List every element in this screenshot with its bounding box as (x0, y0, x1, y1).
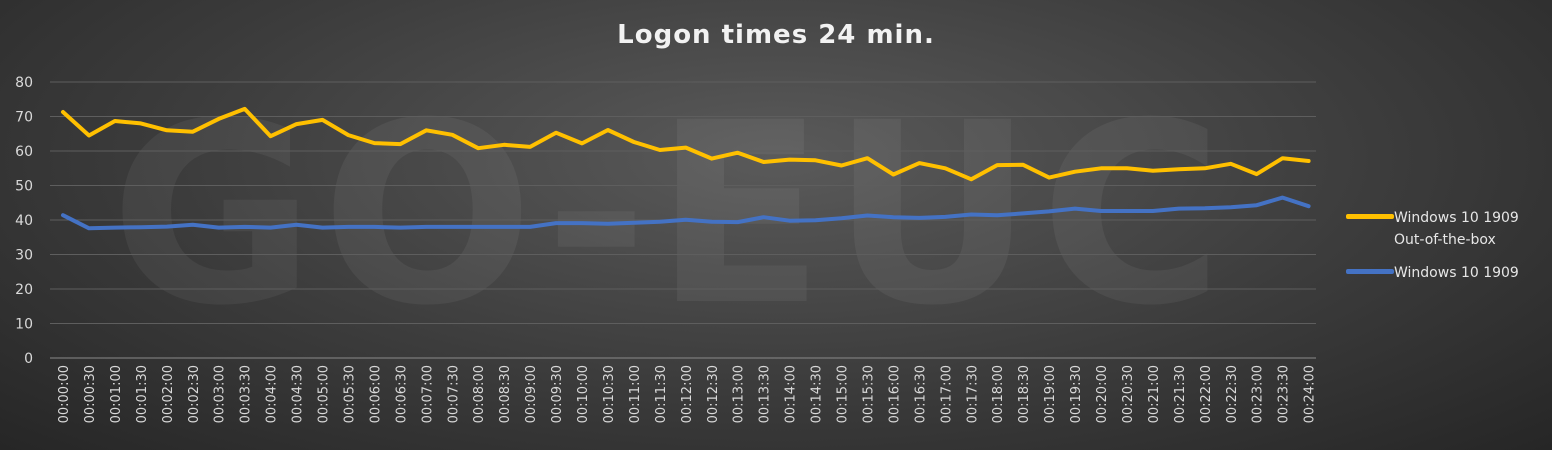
y-tick-label: 50 (15, 179, 33, 195)
x-tick-label: 00:16:30 (913, 365, 928, 423)
x-tick-label: 00:14:30 (810, 365, 825, 423)
x-tick-label: 00:15:00 (836, 365, 851, 423)
y-tick-label: 20 (15, 282, 33, 298)
x-tick-label: 00:09:30 (550, 365, 565, 423)
x-tick-label: 00:06:00 (368, 365, 383, 423)
x-tick-label: 00:13:00 (732, 365, 747, 423)
chart-title: Logon times 24 min. (617, 20, 935, 50)
x-tick-label: 00:09:00 (524, 365, 539, 423)
series-line-out-of-the-box (61, 106, 1311, 182)
x-tick-label: 00:10:00 (576, 365, 591, 423)
y-tick-label: 0 (24, 351, 33, 367)
y-tick-label: 30 (15, 248, 33, 264)
series-line-windows-10-1909 (61, 195, 1311, 231)
x-tick-label: 00:13:30 (758, 365, 773, 423)
x-tick-label: 00:20:00 (1095, 365, 1110, 423)
x-tick-label: 00:05:00 (317, 365, 332, 423)
x-tick-label: 00:00:30 (83, 365, 98, 423)
x-tick-label: 00:20:30 (1121, 365, 1136, 423)
x-tick-label: 00:21:30 (1173, 365, 1188, 423)
x-tick-label: 00:08:30 (498, 365, 513, 423)
x-tick-label: 00:04:00 (265, 365, 280, 423)
legend-label-out-of-the-box: Windows 10 1909 Out-of-the-box (1394, 210, 1519, 248)
go-euc-watermark: GO-EUC (110, 69, 1230, 360)
x-tick-label: 00:24:00 (1303, 365, 1318, 423)
x-tick-label: 00:12:30 (706, 365, 721, 423)
x-tick-label: 00:10:30 (602, 365, 617, 423)
x-tick-label: 00:21:00 (1147, 365, 1162, 423)
y-tick-label: 60 (15, 144, 33, 160)
x-tick-label: 00:12:00 (680, 365, 695, 423)
x-tick-label: 00:19:30 (1069, 365, 1084, 423)
x-tick-label: 00:01:00 (109, 365, 124, 423)
x-tick-label: 00:18:00 (991, 365, 1006, 423)
legend-label-windows-10-1909: Windows 10 1909 (1394, 265, 1519, 281)
x-tick-label: 00:02:00 (161, 365, 176, 423)
x-tick-label: 00:18:30 (1017, 365, 1032, 423)
legend-item-windows-10-1909: Windows 10 1909 (1346, 262, 1519, 284)
x-tick-label: 00:06:30 (394, 365, 409, 423)
x-tick-label: 00:03:00 (213, 365, 228, 423)
y-tick-label: 40 (15, 213, 33, 229)
x-tick-label: 00:08:00 (472, 365, 487, 423)
x-tick-label: 00:03:30 (239, 365, 254, 423)
legend-swatch-out-of-the-box (1346, 214, 1394, 219)
x-tick-label: 00:23:00 (1251, 365, 1266, 423)
y-tick-label: 10 (15, 317, 33, 333)
x-tick-label: 00:07:00 (420, 365, 435, 423)
x-tick-label: 00:22:00 (1199, 365, 1214, 423)
y-tick-label: 80 (15, 75, 33, 91)
legend-swatch-windows-10-1909 (1346, 269, 1394, 274)
x-tick-label: 00:01:30 (135, 365, 150, 423)
x-tick-label: 00:02:30 (187, 365, 202, 423)
x-tick-label: 00:07:30 (446, 365, 461, 423)
legend-item-out-of-the-box: Windows 10 1909 Out-of-the-box (1346, 207, 1519, 251)
x-tick-label: 00:16:00 (887, 365, 902, 423)
x-tick-label: 00:17:00 (939, 365, 954, 423)
x-tick-label: 00:14:00 (784, 365, 799, 423)
x-tick-label: 00:11:00 (628, 365, 643, 423)
x-tick-label: 00:11:30 (654, 365, 669, 423)
y-tick-label: 70 (15, 110, 33, 126)
x-tick-label: 00:15:30 (861, 365, 876, 423)
x-tick-label: 00:23:30 (1277, 365, 1292, 423)
x-tick-label: 00:00:00 (57, 365, 72, 423)
x-tick-label: 00:05:30 (342, 365, 357, 423)
x-tick-label: 00:22:30 (1225, 365, 1240, 423)
x-tick-label: 00:04:30 (291, 365, 306, 423)
x-tick-label: 00:17:30 (965, 365, 980, 423)
x-tick-label: 00:19:00 (1043, 365, 1058, 423)
